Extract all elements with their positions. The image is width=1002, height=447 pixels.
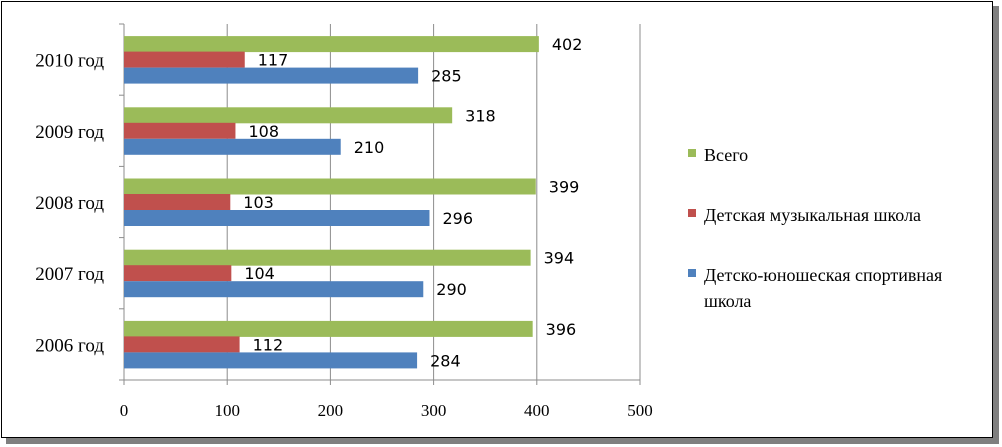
- bar: [124, 122, 236, 139]
- bar: [124, 194, 231, 210]
- bar: [124, 178, 536, 195]
- axes: 0 100 200 300 400 500 2010 год 2009 год 2008 год…: [35, 23, 653, 420]
- category-label: 2006 год: [35, 335, 104, 356]
- bar: [124, 265, 232, 282]
- x-tick-label: 300: [421, 401, 447, 420]
- data-label: 399: [549, 178, 580, 197]
- bar: [124, 138, 341, 155]
- bar: [124, 210, 430, 226]
- bar: [124, 107, 453, 124]
- legend-swatch: [688, 269, 696, 277]
- category-label: 2010 год: [35, 51, 104, 72]
- bar: [124, 51, 245, 68]
- data-label: 402: [552, 35, 583, 54]
- data-label: 117: [258, 51, 289, 70]
- frame-shadow-right: [993, 6, 999, 444]
- bar: [124, 249, 531, 266]
- data-label: 103: [243, 193, 274, 212]
- category-label: 2007 год: [35, 264, 104, 285]
- data-labels: 402 117 285 318 108 210 399 103 296 394 104 290 396 1…: [243, 35, 582, 370]
- data-label: 284: [430, 351, 461, 370]
- data-label: 290: [436, 280, 467, 299]
- legend-swatch: [688, 209, 696, 217]
- legend: Всего Детская музыкальная школа Детско-юно…: [688, 145, 942, 311]
- bar: [124, 336, 240, 353]
- category-label: 2009 год: [35, 122, 104, 143]
- bar: [124, 67, 419, 84]
- x-tick-label: 0: [120, 401, 129, 420]
- x-tick-label: 400: [524, 401, 550, 420]
- data-label: 210: [354, 138, 385, 157]
- x-tick-label: 500: [627, 401, 653, 420]
- bars: [124, 36, 539, 369]
- legend-label: Всего: [704, 145, 748, 165]
- legend-label: Детская музыкальная школа: [704, 205, 921, 225]
- bar: [124, 281, 424, 298]
- category-label: 2008 год: [35, 193, 104, 214]
- data-label: 394: [544, 249, 575, 268]
- bar: [124, 320, 533, 337]
- legend-swatch: [688, 149, 696, 157]
- frame-shadow-bottom: [6, 438, 999, 444]
- legend-label: школа: [704, 291, 751, 311]
- data-label: 285: [431, 67, 462, 86]
- x-tick-label: 100: [214, 401, 240, 420]
- legend-label: Детско-юношеская спортивная: [704, 265, 942, 285]
- data-label: 104: [244, 264, 275, 283]
- bar: [124, 36, 539, 53]
- bar: [124, 352, 418, 369]
- data-label: 396: [546, 320, 577, 339]
- data-label: 108: [248, 122, 279, 141]
- data-label: 296: [442, 209, 473, 228]
- x-tick-label: 200: [318, 401, 344, 420]
- data-label: 318: [465, 106, 496, 125]
- data-label: 112: [253, 335, 284, 354]
